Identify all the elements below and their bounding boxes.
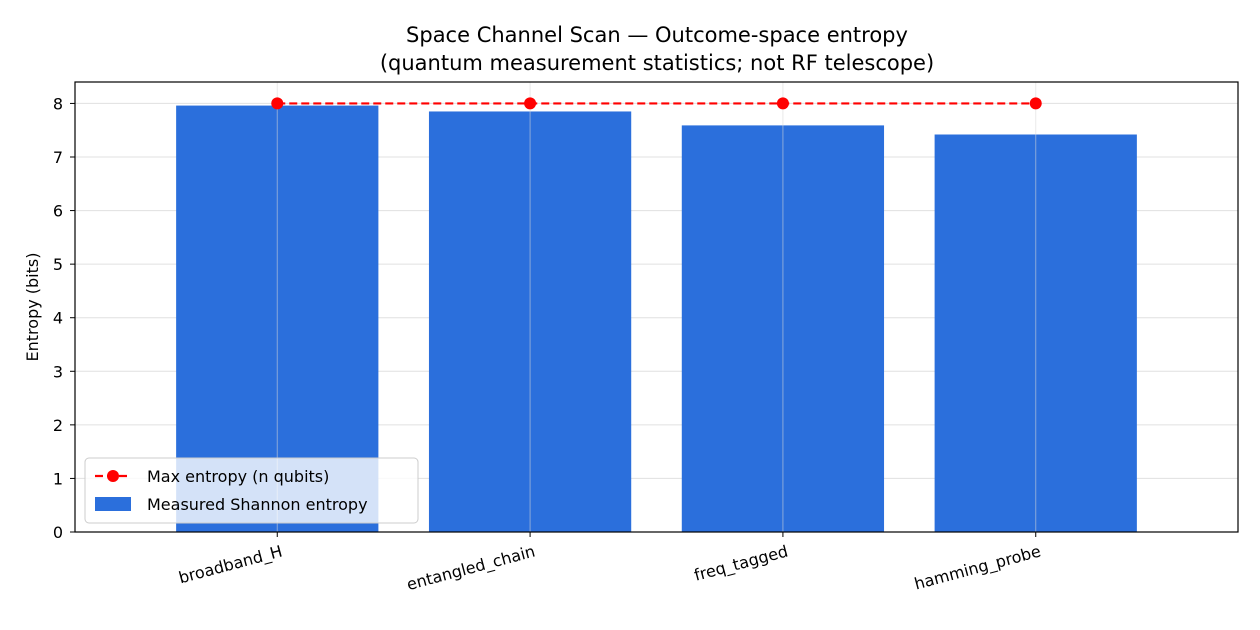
- max-entropy-point: [271, 97, 284, 110]
- y-tick-label: 0: [53, 523, 63, 542]
- x-tick-label: entangled_chain: [405, 542, 538, 596]
- y-tick-label: 8: [53, 94, 63, 113]
- legend-box: [84, 457, 419, 524]
- max-entropy-series: [271, 97, 1042, 110]
- x-tick-label: freq_tagged: [692, 542, 790, 586]
- legend-line-marker: [107, 470, 119, 482]
- legend: Max entropy (n qubits) Measured Shannon …: [84, 457, 419, 524]
- y-tick-label: 2: [53, 416, 63, 435]
- y-tick-label: 7: [53, 148, 63, 167]
- chart-title-line2: (quantum measurement statistics; not RF …: [380, 51, 934, 75]
- y-axis: 0 1 2 3 4 5 6 7 8: [53, 94, 75, 542]
- y-tick-label: 1: [53, 469, 63, 488]
- x-tick-label: hamming_probe: [912, 542, 1043, 595]
- max-entropy-point: [776, 97, 789, 110]
- y-tick-label: 4: [53, 309, 63, 328]
- plot-frame: [74, 81, 1239, 533]
- max-entropy-point: [1029, 97, 1042, 110]
- y-tick-label: 3: [53, 362, 63, 381]
- bars: [176, 82, 1137, 533]
- max-entropy-point: [524, 97, 537, 110]
- legend-label-measured-entropy: Measured Shannon entropy: [147, 495, 368, 514]
- y-tick-label: 6: [53, 202, 63, 221]
- chart-title-line1: Space Channel Scan — Outcome-space entro…: [406, 23, 908, 47]
- y-axis-label: Entropy (bits): [23, 253, 42, 362]
- x-tick-label: broadband_H: [177, 542, 285, 589]
- y-tick-label: 5: [53, 255, 63, 274]
- legend-label-max-entropy: Max entropy (n qubits): [147, 467, 329, 486]
- x-axis: broadband_H entangled_chain freq_tagged ham…: [177, 532, 1043, 595]
- legend-bar-swatch: [95, 497, 131, 511]
